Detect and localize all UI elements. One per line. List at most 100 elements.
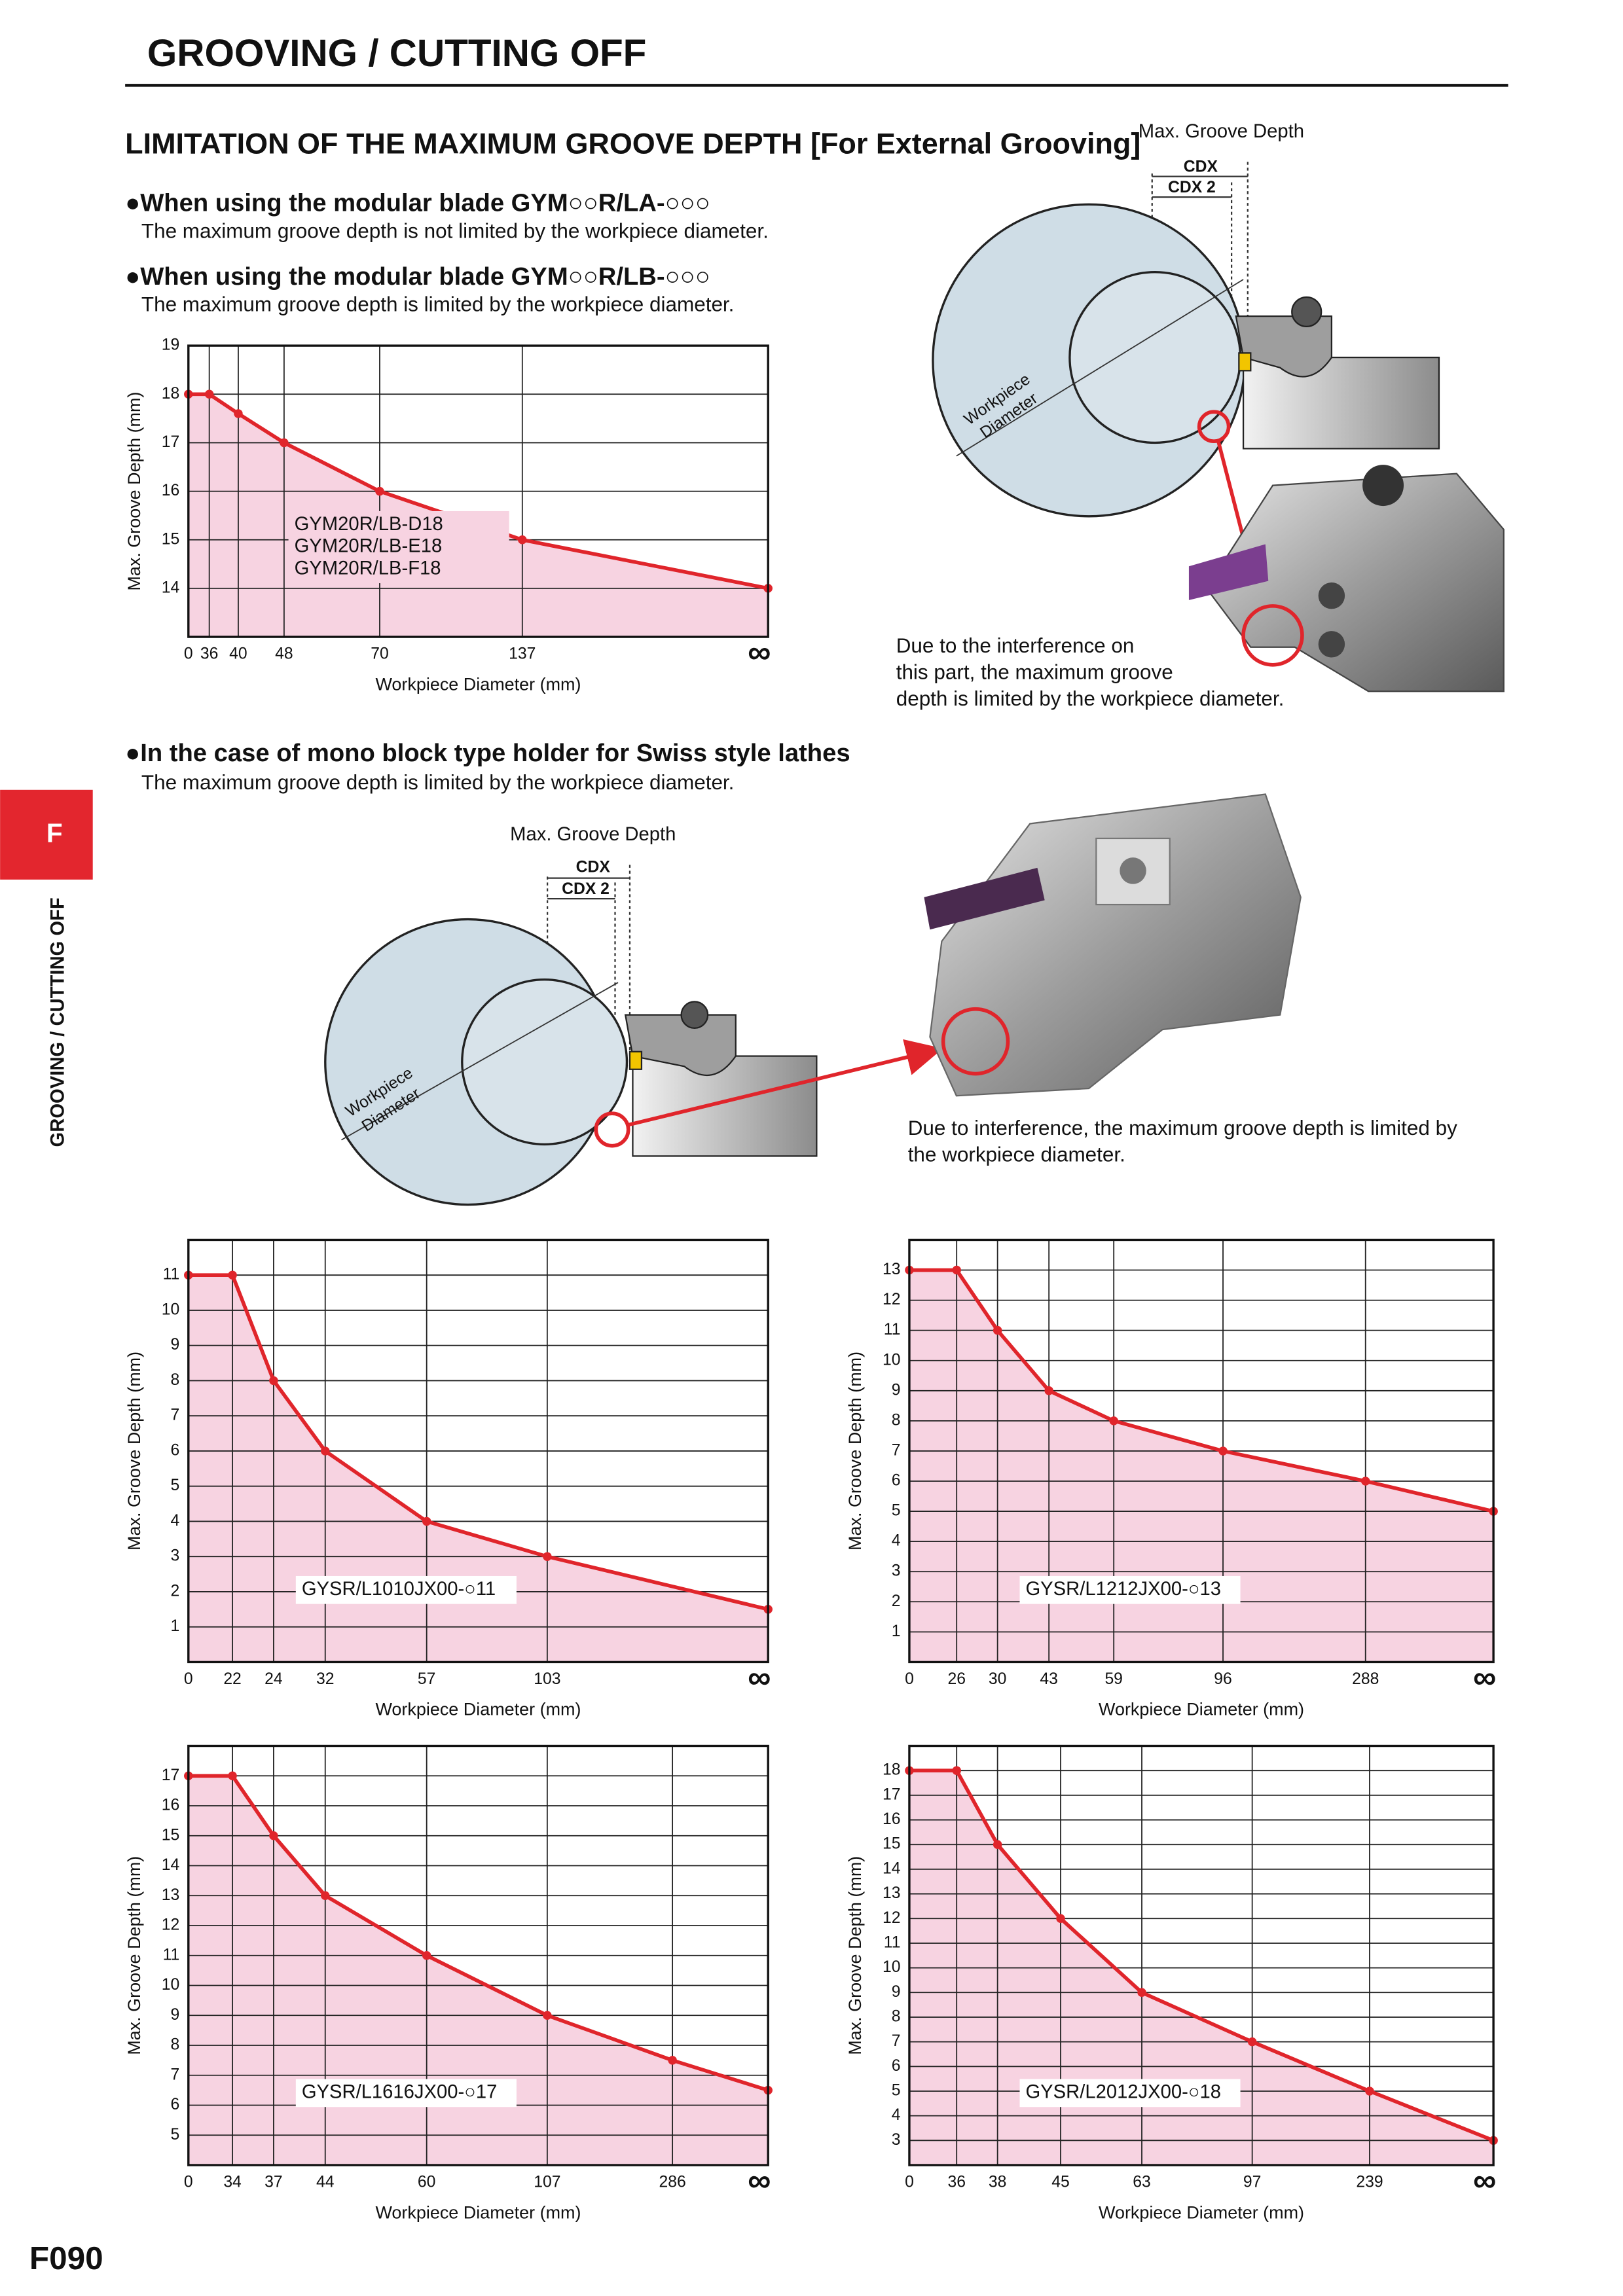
y-tick-label: 17 <box>883 1785 901 1803</box>
x-axis-title: Workpiece Diameter (mm) <box>375 1700 581 1719</box>
bullet-title: ●When using the modular blade GYM○○R/LA-… <box>125 188 710 217</box>
point <box>320 1446 330 1456</box>
y-tick-label: 18 <box>883 1761 901 1779</box>
y-tick-label: 7 <box>171 1407 180 1424</box>
y-tick-label: 9 <box>171 2006 180 2024</box>
x-tick-label: 239 <box>1356 2173 1383 2191</box>
y-tick-label: 5 <box>171 1477 180 1494</box>
x-tick-label: 40 <box>229 645 247 663</box>
cdx2-label: CDX 2 <box>562 880 610 898</box>
x-tick-label: 32 <box>316 1670 335 1688</box>
side-tab-text: GROOVING / CUTTING OFF <box>48 897 69 1147</box>
x-tick-label: 36 <box>200 645 219 663</box>
x-tick-label: 45 <box>1051 2173 1069 2191</box>
x-tick-label: ∞ <box>748 1659 771 1695</box>
x-tick-label: 22 <box>223 1670 242 1688</box>
point <box>422 1516 431 1526</box>
x-tick-label: 59 <box>1104 1670 1123 1688</box>
y-tick-label: 15 <box>162 530 180 548</box>
x-tick-label: 96 <box>1214 1670 1231 1688</box>
x-tick-label: 137 <box>509 645 536 663</box>
y-tick-label: 8 <box>892 2007 901 2025</box>
y-tick-label: 15 <box>883 1835 901 1853</box>
x-tick-label: ∞ <box>1473 1659 1496 1695</box>
x-tick-label: 38 <box>989 2173 1006 2191</box>
y-tick-label: 4 <box>171 1512 180 1530</box>
y-tick-label: 6 <box>171 2096 180 2113</box>
x-tick-label: ∞ <box>1473 2162 1496 2198</box>
x-tick-label: 0 <box>905 1670 914 1688</box>
x-tick-label: 0 <box>184 2173 193 2191</box>
line <box>188 1774 769 2092</box>
x-tick-label: 0 <box>905 2173 914 2191</box>
point <box>543 1552 552 1561</box>
label-box <box>1019 2079 1241 2108</box>
y-tick-label: 13 <box>883 1884 901 1902</box>
y-tick-label: 13 <box>162 1886 180 1904</box>
y-tick-label: 17 <box>162 433 180 451</box>
y-tick-label: 14 <box>883 1859 901 1877</box>
y-tick-label: 14 <box>162 579 180 596</box>
y-axis-title: Max. Groove Depth (mm) <box>845 1856 865 2055</box>
y-tick-label: 5 <box>892 2081 901 2099</box>
point <box>280 438 289 448</box>
y-tick-label: 17 <box>162 1767 180 1784</box>
bullet-note: The maximum groove depth is limited by t… <box>141 771 735 794</box>
point <box>1365 2087 1374 2096</box>
series-label: GYM20R/LB-E18 <box>295 536 443 557</box>
point <box>518 535 527 545</box>
x-axis-title: Workpiece Diameter (mm) <box>375 2202 581 2222</box>
bullet-note: The maximum groove depth is not limited … <box>141 219 769 242</box>
y-tick-label: 3 <box>892 1562 901 1580</box>
diagram-note: Due to the interference on <box>896 634 1135 657</box>
point <box>1137 1988 1146 1998</box>
y-tick-label: 10 <box>162 1976 180 1994</box>
x-tick-label: 48 <box>275 645 293 663</box>
y-axis-title: Max. Groove Depth (mm) <box>124 1352 144 1551</box>
point <box>668 2056 677 2065</box>
x-tick-label: 286 <box>659 2173 685 2191</box>
series-label: GYSR/L1010JX00-○11 <box>302 1579 496 1600</box>
plot-frame <box>187 1238 769 1664</box>
x-tick-label: 37 <box>264 2173 283 2191</box>
y-tick-label: 8 <box>171 2036 180 2054</box>
y-tick-label: 3 <box>892 2131 901 2149</box>
chart: 5 6 7 8 9 10 11 12 13 14 15 16 17 0 34 37 44 60 107 286 ∞ GYS… <box>124 1744 773 2222</box>
x-tick-label: 36 <box>947 2173 965 2191</box>
label-box <box>295 2079 517 2108</box>
point <box>375 486 384 496</box>
point <box>422 1951 431 1960</box>
y-tick-label: 12 <box>162 1916 180 1934</box>
y-tick-label: 2 <box>892 1592 901 1610</box>
y-tick-label: 10 <box>883 1958 901 1976</box>
diagram: Max. Groove Depth CDX CDX 2 Workpiece Di… <box>324 793 1457 1206</box>
point <box>543 2011 552 2020</box>
point <box>1247 2037 1257 2047</box>
plot-frame <box>187 344 769 638</box>
series-label: GYM20R/LB-F18 <box>295 558 441 579</box>
y-tick-label: 5 <box>171 2126 180 2144</box>
y-tick-label: 5 <box>892 1502 901 1520</box>
chart: 1 2 3 4 5 6 7 8 9 10 11 0 22 24 32 57 103 ∞ GYSR/L1010JX00… <box>124 1238 773 1719</box>
y-tick-label: 16 <box>883 1810 901 1828</box>
y-tick-label: 10 <box>883 1351 901 1369</box>
y-tick-label: 11 <box>163 1266 180 1283</box>
y-tick-label: 16 <box>162 1797 180 1814</box>
x-tick-label: ∞ <box>748 2162 771 2198</box>
y-tick-label: 16 <box>162 482 180 499</box>
y-tick-label: 12 <box>883 1909 901 1927</box>
x-tick-label: 288 <box>1352 1670 1379 1688</box>
diagram-note: the workpiece diameter. <box>908 1143 1125 1166</box>
x-tick-label: 0 <box>184 1670 193 1688</box>
x-tick-label: 107 <box>534 2173 560 2191</box>
series-label: GYSR/L1212JX00-○13 <box>1025 1579 1221 1600</box>
diagram-label: Max. Groove Depth <box>1139 121 1304 142</box>
plot-frame <box>187 1744 769 2166</box>
point <box>952 1265 961 1275</box>
point <box>952 1766 961 1775</box>
side-tab <box>0 789 93 880</box>
